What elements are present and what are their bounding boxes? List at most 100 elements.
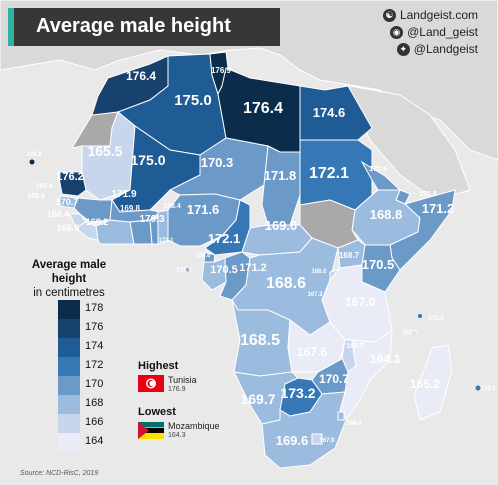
value-label-burkina-faso: 171.9 bbox=[111, 189, 136, 200]
value-label-somalia: 171.2 bbox=[422, 201, 455, 216]
legend-swatch bbox=[58, 357, 80, 376]
value-labels: 176.4 176.9 175.0 176.4 174.6 165.5 175.0 170.3… bbox=[26, 66, 496, 448]
legend-swatch bbox=[58, 338, 80, 357]
country-madagascar bbox=[413, 344, 453, 421]
lowest-heading: Lowest bbox=[138, 406, 176, 418]
brand-website[interactable]: ☯ Landgeist.com bbox=[382, 8, 478, 22]
instagram-label: @Land_geist bbox=[407, 25, 478, 39]
country-lesotho bbox=[311, 433, 323, 445]
legend-title: Average male height in centimetres bbox=[24, 258, 114, 300]
value-label-congo: 170.5 bbox=[210, 264, 238, 276]
value-label-libya: 176.4 bbox=[243, 100, 283, 117]
legend-tick-label: 174 bbox=[85, 340, 104, 352]
tunisia-flag-icon bbox=[138, 375, 164, 392]
value-label-kenya: 170.5 bbox=[362, 257, 395, 272]
source-note: Source: NCD-RisC, 2019 bbox=[20, 470, 99, 477]
value-label-guinea-bissau: 168.8 bbox=[27, 193, 45, 200]
value-label-sudan: 172.1 bbox=[309, 165, 349, 182]
value-label-cape-verde: 176.8 bbox=[26, 152, 42, 158]
value-label-gambia: 168.4 bbox=[35, 183, 53, 190]
country-mozambique bbox=[339, 328, 393, 421]
value-label-djibouti: 170.8 bbox=[419, 191, 437, 198]
value-label-uganda: 168.7 bbox=[339, 251, 360, 260]
brand-twitter[interactable]: ✦ @Landgeist bbox=[396, 42, 478, 56]
value-label-guinea: 170.7 bbox=[56, 197, 79, 207]
country-eswatini bbox=[337, 411, 345, 421]
value-label-eritrea: 170.6 bbox=[369, 166, 387, 173]
highest-heading: Highest bbox=[138, 360, 179, 372]
value-label-mauritania: 165.5 bbox=[87, 143, 122, 159]
value-label-equatorial-guinea: 171.1 bbox=[158, 238, 174, 244]
value-label-rwanda: 166.0 bbox=[311, 269, 327, 275]
value-label-sierra-leone: 166.4 bbox=[47, 209, 70, 219]
legend-tick-label: 178 bbox=[85, 302, 104, 314]
legend-swatch bbox=[58, 395, 80, 414]
value-label-dr-congo: 168.6 bbox=[266, 275, 306, 292]
value-label-comoros: 167.5 bbox=[402, 330, 418, 336]
page-title: Average male height bbox=[36, 15, 231, 37]
legend-swatch bbox=[58, 414, 80, 433]
country-seychelles bbox=[418, 314, 422, 318]
value-label-central-african-republic: 169.0 bbox=[265, 218, 298, 233]
value-label-tanzania: 167.0 bbox=[345, 295, 375, 309]
value-label-algeria: 175.0 bbox=[174, 92, 212, 109]
value-label-liberia: 166.5 bbox=[57, 223, 80, 233]
value-label-mali: 175.0 bbox=[130, 152, 165, 168]
legend-tick-label: 176 bbox=[85, 321, 104, 333]
value-label-nigeria: 171.6 bbox=[187, 202, 220, 217]
instagram-icon: ◉ bbox=[390, 25, 404, 39]
value-label-burundi: 167.3 bbox=[307, 292, 323, 298]
highest-country: Tunisia bbox=[168, 375, 197, 385]
legend-tick-label: 168 bbox=[85, 397, 104, 409]
value-label-togo: 169.8 bbox=[120, 204, 141, 213]
country-cape-verde bbox=[29, 159, 35, 165]
value-label-zimbabwe: 170.7 bbox=[319, 372, 349, 386]
value-label-namibia: 169.7 bbox=[240, 391, 275, 407]
value-label-zambia: 167.6 bbox=[297, 345, 327, 359]
value-label-benin: 168.4 bbox=[163, 203, 181, 210]
legend-swatch bbox=[58, 433, 80, 452]
legend-tick-label: 170 bbox=[85, 378, 104, 390]
legend-swatch bbox=[58, 319, 80, 338]
value-label-seychelles: 173.9 bbox=[428, 316, 444, 322]
value-label-south-africa: 169.6 bbox=[276, 433, 309, 448]
value-label-dr-congo: 171.2 bbox=[239, 262, 267, 274]
value-label-gabon: 168.6 bbox=[195, 253, 211, 259]
country-burkina-faso bbox=[109, 198, 162, 223]
value-label-ivory-coast: 168.2 bbox=[86, 217, 109, 227]
value-label-chad: 171.8 bbox=[264, 168, 297, 183]
country-sao-tome bbox=[186, 268, 190, 272]
value-label-mozambique: 164.3 bbox=[370, 352, 400, 366]
value-label-niger: 170.3 bbox=[201, 155, 234, 170]
twitter-label: @Landgeist bbox=[413, 42, 478, 56]
country-mauritania bbox=[81, 111, 136, 201]
legend-tick-label: 172 bbox=[85, 359, 104, 371]
value-label-malawi: 165.7 bbox=[346, 343, 364, 350]
country-south-africa bbox=[261, 391, 347, 469]
legend-swatch bbox=[58, 300, 80, 319]
legend-tick-label: 164 bbox=[85, 435, 104, 447]
country-chad bbox=[261, 145, 301, 226]
legend-color-scale bbox=[58, 300, 80, 452]
legend-tick-label: 166 bbox=[85, 416, 104, 428]
value-label-cameroon: 172.1 bbox=[208, 231, 241, 246]
value-label-ghana: 170.3 bbox=[139, 214, 164, 225]
country-comoros bbox=[413, 331, 417, 335]
twitter-icon: ✦ bbox=[396, 42, 410, 56]
legend-title-bold: Average male height bbox=[31, 259, 107, 285]
title-bar: Average male height bbox=[8, 8, 280, 46]
mozambique-flag-icon bbox=[138, 422, 164, 439]
value-label-tunisia: 176.9 bbox=[211, 66, 232, 75]
country-mauritius bbox=[475, 385, 481, 391]
value-label-morocco: 176.4 bbox=[126, 69, 156, 83]
value-label-botswana: 173.2 bbox=[280, 385, 315, 401]
brand-instagram[interactable]: ◉ @Land_geist bbox=[390, 25, 478, 39]
lowest-country: Mozambique bbox=[168, 421, 220, 431]
website-label: Landgeist.com bbox=[399, 8, 478, 22]
legend-swatch bbox=[58, 376, 80, 395]
globe-icon: ☯ bbox=[382, 8, 396, 22]
value-label-ethiopia: 168.8 bbox=[370, 207, 403, 222]
value-label-sao-tome: 170.6 bbox=[176, 268, 192, 274]
